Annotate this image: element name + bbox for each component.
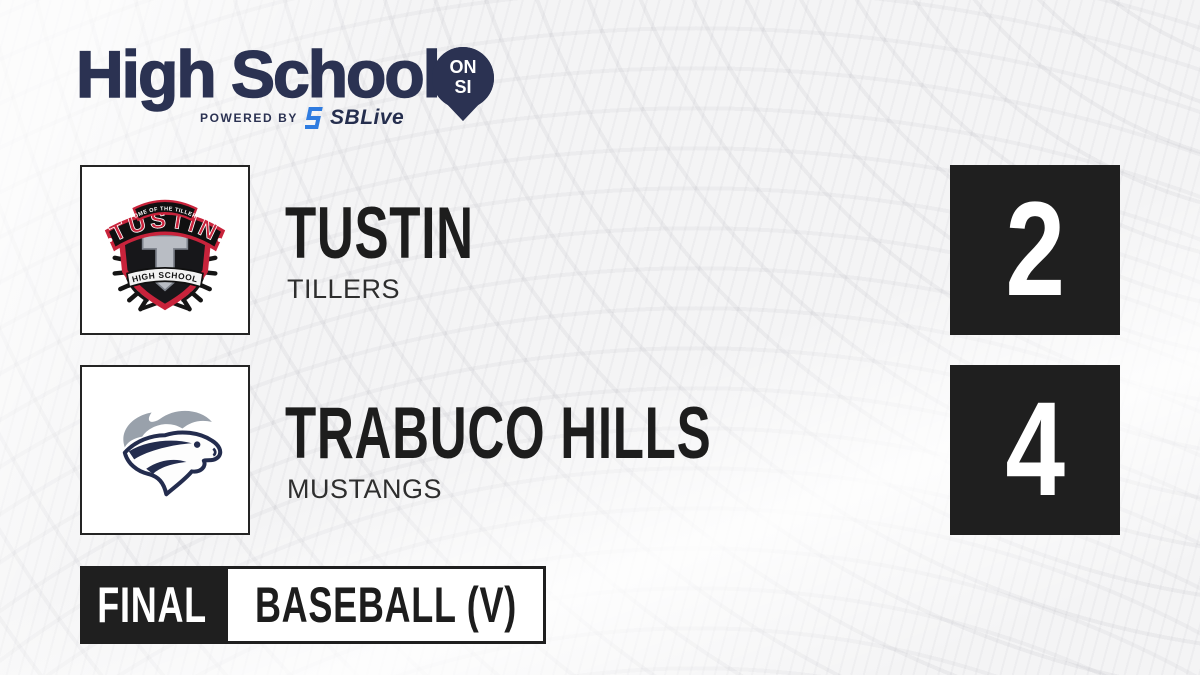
status-badge: FINAL (80, 566, 225, 644)
team2-score: 4 (1005, 375, 1065, 524)
team1-score: 2 (1005, 175, 1065, 324)
svg-text:HIGH SCHOOL: HIGH SCHOOL (131, 270, 199, 284)
svg-text:HOME OF THE TILLERS: HOME OF THE TILLERS (98, 177, 197, 220)
mustang-mane (123, 410, 212, 448)
mustang-head-logo (122, 410, 223, 497)
crest-banner-top (132, 199, 198, 222)
mustang-nostril (212, 447, 217, 457)
team2-name: TRABUCO HILLS (285, 393, 712, 474)
status-label: FINAL (97, 577, 208, 633)
team2-score-box: 4 (950, 365, 1120, 535)
pin-text-si: SI (454, 77, 471, 97)
tustin-crest-logo: HIGH SCHOOL TUSTIN HOME OF THE TILLERS (98, 177, 226, 312)
team1-name: TUSTIN (285, 193, 474, 274)
mustang-eye (193, 441, 201, 448)
on-si-pin-icon: ON SI (431, 47, 494, 121)
team1-mascot: TILLERS (287, 274, 401, 304)
team1-score-box: 2 (950, 165, 1120, 335)
sblive-icon (305, 107, 323, 129)
powered-by-label: POWERED BY (200, 111, 299, 125)
event-badge: BASEBALL (V) (225, 566, 546, 644)
pin-text-on: ON (450, 57, 477, 77)
team1-logo-box: HIGH SCHOOL TUSTIN HOME OF THE TILLERS (80, 165, 250, 335)
crest-ribbon (126, 267, 204, 288)
brand-title: High School (75, 37, 441, 111)
powered-by-row: POWERED BY SBLive (200, 106, 404, 130)
team2-mascot: MUSTANGS (287, 474, 443, 504)
sblive-wordmark: SBLive (330, 106, 405, 129)
crest-letter-t (141, 234, 189, 292)
team2-logo-box (80, 365, 250, 535)
crest-banner-top-text: HOME OF THE TILLERS (98, 177, 197, 220)
event-label: BASEBALL (V) (254, 577, 517, 633)
crest-ribbon-text: HIGH SCHOOL (131, 270, 199, 284)
